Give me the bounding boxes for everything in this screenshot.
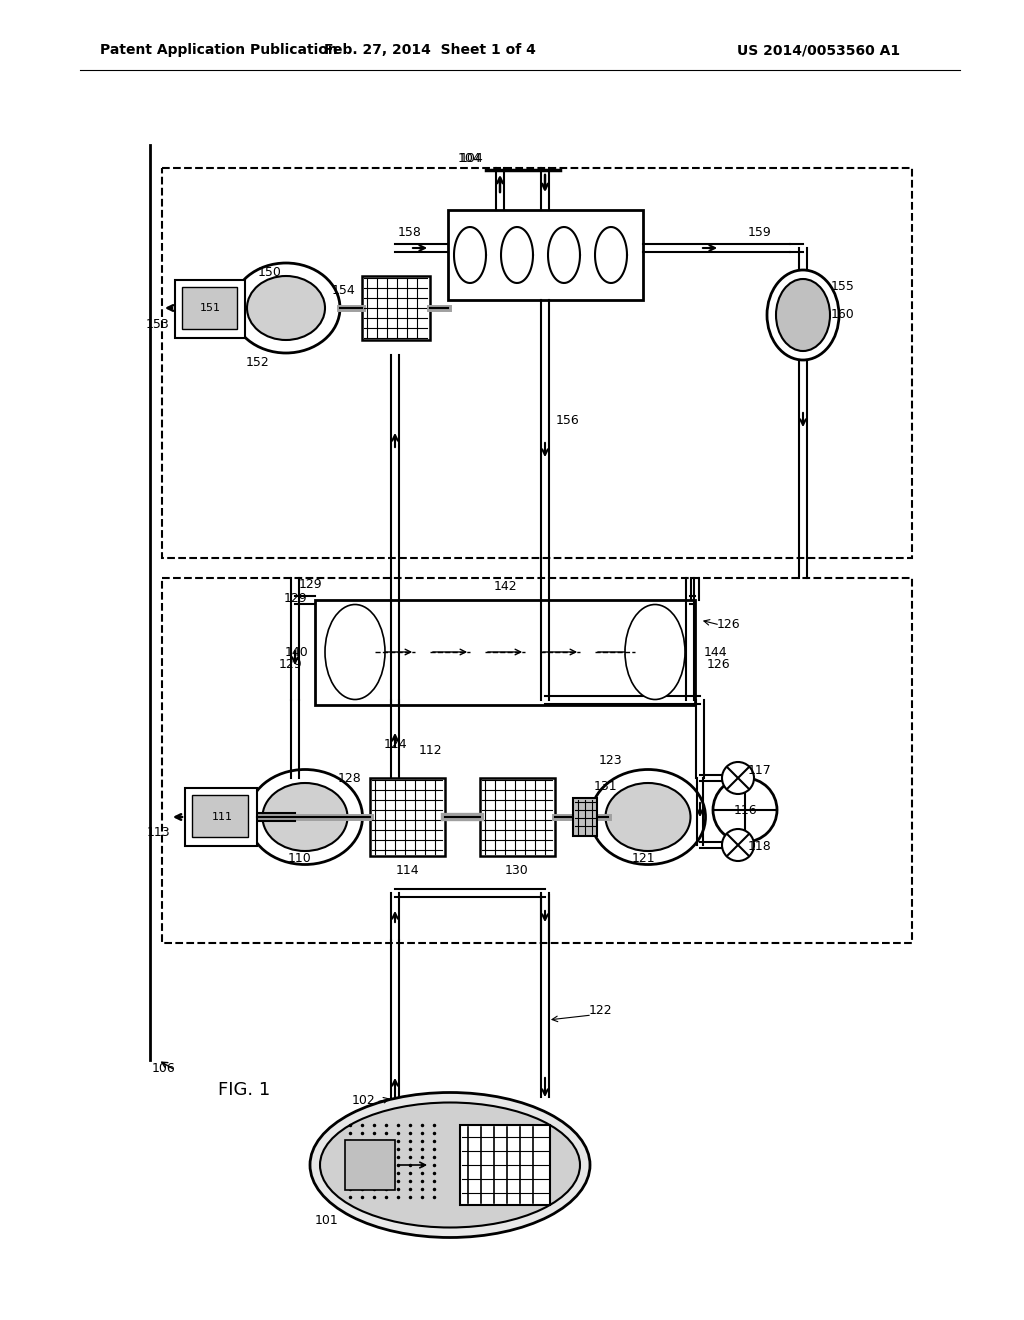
Text: 121: 121 <box>631 853 654 866</box>
Text: 152: 152 <box>246 355 270 368</box>
Text: 116: 116 <box>733 804 757 817</box>
Circle shape <box>713 777 777 842</box>
Text: 122: 122 <box>588 1003 611 1016</box>
Bar <box>449 210 643 300</box>
Text: 131: 131 <box>593 780 616 792</box>
Ellipse shape <box>247 276 325 341</box>
Bar <box>362 276 430 341</box>
Text: 113: 113 <box>146 825 170 838</box>
Ellipse shape <box>248 770 362 865</box>
Text: 102: 102 <box>351 1093 375 1106</box>
Bar <box>460 1125 550 1205</box>
Text: 114: 114 <box>395 863 419 876</box>
Bar <box>182 286 237 329</box>
Ellipse shape <box>591 770 706 865</box>
Ellipse shape <box>232 263 340 352</box>
Ellipse shape <box>767 271 839 360</box>
Text: 111: 111 <box>212 812 232 822</box>
Text: 106: 106 <box>152 1061 176 1074</box>
Ellipse shape <box>625 605 685 700</box>
Bar <box>345 1140 395 1191</box>
Bar <box>370 777 445 855</box>
Bar <box>162 168 912 558</box>
Text: 117: 117 <box>749 763 772 776</box>
Text: 156: 156 <box>556 413 580 426</box>
Ellipse shape <box>776 279 830 351</box>
Text: 112: 112 <box>418 743 441 756</box>
Bar <box>480 777 555 855</box>
Bar <box>193 795 248 837</box>
Text: 126: 126 <box>707 659 730 672</box>
Text: 150: 150 <box>258 265 282 279</box>
Text: 118: 118 <box>749 841 772 854</box>
Text: 129: 129 <box>298 578 322 591</box>
Text: 123: 123 <box>598 754 622 767</box>
Circle shape <box>722 762 754 795</box>
Text: US 2014/0053560 A1: US 2014/0053560 A1 <box>737 44 900 57</box>
Text: 128: 128 <box>338 771 361 784</box>
Text: Feb. 27, 2014  Sheet 1 of 4: Feb. 27, 2014 Sheet 1 of 4 <box>324 44 536 57</box>
Ellipse shape <box>325 605 385 700</box>
Text: 160: 160 <box>831 309 855 322</box>
Text: Patent Application Publication: Patent Application Publication <box>100 44 338 57</box>
Ellipse shape <box>605 783 690 851</box>
Text: 140: 140 <box>285 645 309 659</box>
Text: 159: 159 <box>749 226 772 239</box>
Ellipse shape <box>319 1102 580 1228</box>
Text: 153: 153 <box>146 318 170 331</box>
Text: 144: 144 <box>703 645 727 659</box>
Text: 110: 110 <box>288 853 312 866</box>
Text: 129: 129 <box>284 591 307 605</box>
Text: 101: 101 <box>315 1213 339 1226</box>
Text: 155: 155 <box>831 281 855 293</box>
Ellipse shape <box>310 1093 590 1238</box>
Bar <box>573 799 597 836</box>
Text: 130: 130 <box>505 863 528 876</box>
Bar <box>175 280 245 338</box>
Text: 104: 104 <box>460 152 484 165</box>
Text: 154: 154 <box>332 284 356 297</box>
Text: 129: 129 <box>279 659 302 672</box>
Text: 151: 151 <box>200 304 220 313</box>
Bar <box>185 788 257 846</box>
Text: FIG. 1: FIG. 1 <box>218 1081 270 1100</box>
Bar <box>162 578 912 942</box>
Text: 124: 124 <box>383 738 407 751</box>
Ellipse shape <box>262 783 347 851</box>
Text: 142: 142 <box>494 579 517 593</box>
Text: 104: 104 <box>458 152 482 165</box>
Text: 158: 158 <box>398 226 422 239</box>
Text: 126: 126 <box>716 619 739 631</box>
Circle shape <box>722 829 754 861</box>
Bar <box>315 601 695 705</box>
